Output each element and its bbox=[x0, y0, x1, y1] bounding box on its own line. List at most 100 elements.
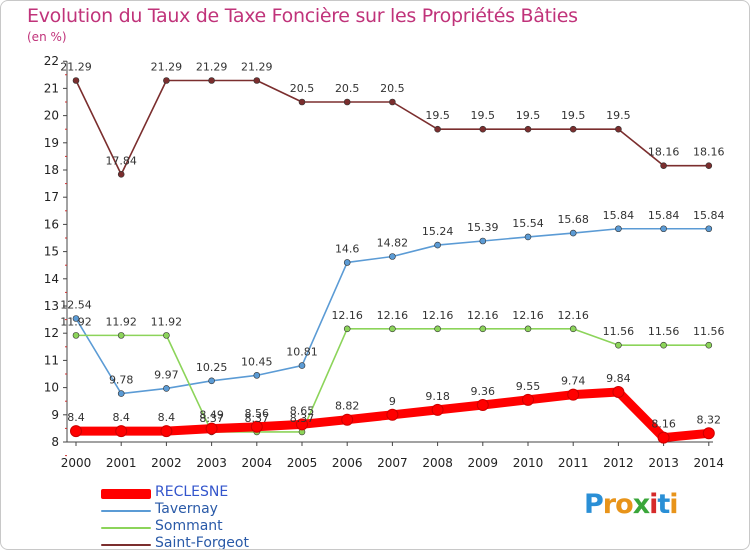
legend: RECLESNE Tavernay Sommant Saint-Forgeot bbox=[101, 484, 301, 550]
data-point-reclesne bbox=[70, 425, 82, 438]
data-label-sommant: 11.56 bbox=[693, 325, 725, 338]
data-label-saint-forgeot: 19.5 bbox=[606, 109, 631, 122]
data-label-reclesne: 9.55 bbox=[516, 380, 541, 393]
data-label-tavernay: 15.39 bbox=[467, 221, 499, 234]
y-tick-label: 14 bbox=[44, 272, 59, 286]
data-point-tavernay bbox=[117, 390, 125, 397]
data-label-reclesne: 8.65 bbox=[290, 404, 315, 417]
data-point-saint-forgeot bbox=[479, 125, 487, 133]
data-point-saint-forgeot bbox=[660, 162, 667, 169]
data-label-tavernay: 15.84 bbox=[648, 209, 680, 222]
data-label-saint-forgeot: 17.84 bbox=[105, 154, 137, 167]
data-label-sommant: 8.37 bbox=[199, 412, 224, 425]
data-point-tavernay bbox=[343, 259, 351, 266]
data-label-saint-forgeot: 20.5 bbox=[335, 82, 360, 95]
legend-swatch-saint-forgeot bbox=[101, 544, 151, 546]
y-tick-label: 21 bbox=[44, 81, 59, 95]
data-point-tavernay bbox=[660, 225, 667, 233]
data-label-reclesne: 8.4 bbox=[158, 411, 176, 424]
data-point-tavernay bbox=[615, 225, 622, 233]
data-label-reclesne: 9.74 bbox=[561, 375, 586, 388]
data-point-sommant bbox=[524, 325, 532, 333]
data-label-sommant: 12.16 bbox=[377, 309, 409, 322]
data-point-saint-forgeot bbox=[615, 125, 622, 133]
data-point-sommant bbox=[479, 325, 487, 333]
data-point-saint-forgeot bbox=[389, 98, 396, 106]
x-tick-label: 2006 bbox=[332, 456, 363, 470]
data-point-tavernay bbox=[479, 237, 487, 245]
x-tick-label: 2007 bbox=[377, 456, 408, 470]
data-label-tavernay: 9.78 bbox=[109, 374, 134, 387]
data-label-sommant: 12.16 bbox=[467, 309, 499, 322]
data-point-reclesne bbox=[250, 420, 263, 433]
y-tick-label: 12 bbox=[44, 326, 59, 340]
data-point-sommant bbox=[117, 332, 125, 339]
data-point-saint-forgeot bbox=[208, 77, 215, 84]
data-label-saint-forgeot: 21.29 bbox=[60, 61, 92, 74]
y-tick-label: 8 bbox=[51, 435, 59, 449]
data-label-sommant: 12.16 bbox=[512, 309, 544, 322]
data-label-tavernay: 10.45 bbox=[241, 355, 273, 368]
data-label-tavernay: 10.25 bbox=[196, 361, 228, 374]
data-label-saint-forgeot: 19.5 bbox=[516, 109, 541, 122]
legend-label-saint-forgeot: Saint-Forgeot bbox=[155, 535, 249, 550]
chart-title: Evolution du Taux de Taxe Foncière sur l… bbox=[27, 5, 578, 27]
y-tick-label: 15 bbox=[44, 245, 59, 259]
data-point-reclesne bbox=[702, 427, 715, 440]
data-point-reclesne bbox=[341, 413, 354, 426]
data-point-sommant bbox=[569, 325, 577, 333]
data-point-saint-forgeot bbox=[569, 125, 577, 133]
logo-letter: i bbox=[669, 489, 678, 520]
y-tick-label: 16 bbox=[44, 217, 59, 231]
data-point-reclesne bbox=[612, 385, 625, 398]
legend-swatch-sommant bbox=[101, 527, 151, 529]
data-point-saint-forgeot bbox=[705, 162, 713, 169]
data-point-sommant bbox=[615, 341, 622, 349]
data-point-tavernay bbox=[705, 225, 713, 233]
data-point-reclesne bbox=[431, 403, 444, 416]
data-point-reclesne bbox=[160, 425, 173, 438]
data-label-saint-forgeot: 18.16 bbox=[648, 146, 680, 159]
data-label-saint-forgeot: 21.29 bbox=[151, 61, 183, 74]
x-tick-label: 2003 bbox=[196, 456, 227, 470]
data-point-tavernay bbox=[253, 372, 261, 379]
data-label-reclesne: 8.4 bbox=[112, 411, 130, 424]
y-tick-label: 20 bbox=[44, 109, 59, 123]
y-tick-label: 10 bbox=[44, 381, 59, 395]
data-point-tavernay bbox=[208, 377, 215, 385]
x-tick-label: 2013 bbox=[648, 456, 679, 470]
data-point-saint-forgeot bbox=[163, 77, 170, 84]
x-tick-label: 2000 bbox=[61, 456, 92, 470]
data-label-reclesne: 8.49 bbox=[199, 409, 224, 422]
data-point-sommant bbox=[343, 325, 351, 333]
data-point-saint-forgeot bbox=[524, 125, 532, 133]
data-point-reclesne bbox=[476, 399, 489, 412]
x-tick-label: 2002 bbox=[151, 456, 182, 470]
legend-label-tavernay: Tavernay bbox=[155, 501, 218, 517]
proxiti-logo: Proxiti bbox=[584, 489, 679, 520]
data-label-sommant: 8.37 bbox=[245, 412, 270, 425]
data-label-sommant: 12.16 bbox=[331, 309, 363, 322]
data-point-tavernay bbox=[434, 241, 441, 249]
data-label-reclesne: 8.56 bbox=[245, 407, 270, 420]
x-tick-label: 2008 bbox=[422, 456, 453, 470]
data-point-reclesne bbox=[567, 388, 580, 401]
data-point-sommant bbox=[705, 341, 713, 349]
logo-letter: x bbox=[632, 489, 650, 520]
data-label-tavernay: 9.97 bbox=[154, 368, 179, 381]
data-label-sommant: 11.92 bbox=[151, 315, 183, 328]
logo-letter: o bbox=[615, 489, 634, 520]
x-tick-label: 2001 bbox=[106, 456, 137, 470]
data-point-sommant bbox=[72, 332, 80, 339]
y-tick-label: 17 bbox=[44, 190, 59, 204]
data-point-tavernay bbox=[298, 362, 306, 369]
data-point-tavernay bbox=[569, 229, 577, 237]
legend-item-reclesne: RECLESNE bbox=[101, 484, 301, 503]
data-point-saint-forgeot bbox=[298, 98, 306, 106]
data-point-reclesne bbox=[386, 408, 399, 421]
data-point-sommant bbox=[163, 332, 170, 339]
data-point-saint-forgeot bbox=[434, 125, 441, 133]
legend-item-tavernay: Tavernay bbox=[101, 501, 301, 520]
data-point-saint-forgeot bbox=[117, 171, 125, 178]
data-label-saint-forgeot: 21.29 bbox=[196, 61, 228, 74]
